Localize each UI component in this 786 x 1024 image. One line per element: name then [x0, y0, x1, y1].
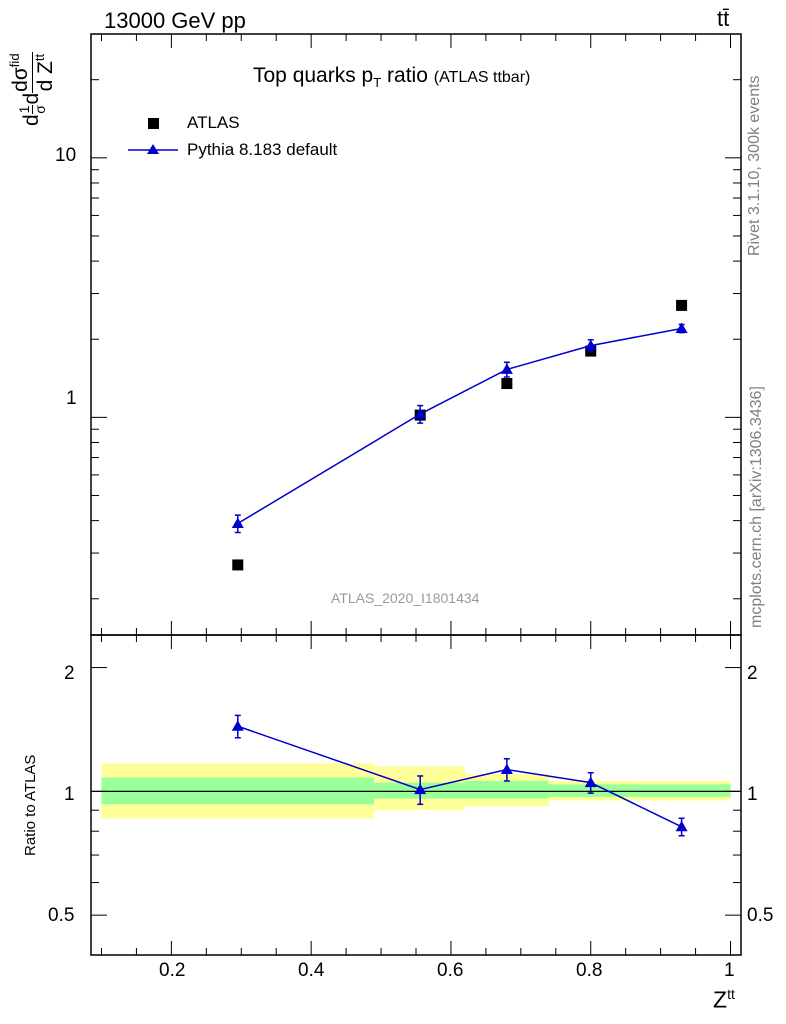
atlas-point-4 — [676, 299, 688, 311]
main-y-axis-label: d 1 σ d dσfid d Ztt — [7, 52, 58, 126]
y-ratio-tick-label-1-right: 1 — [747, 784, 758, 805]
y-ratio-tick-label-2: 2 — [64, 663, 75, 684]
x-tick-label-0.6: 0.6 — [437, 960, 464, 981]
x-axis-label-main: Z — [713, 986, 728, 1013]
ratio-band-inner-4 — [632, 784, 731, 797]
process-label: tt̄ — [717, 6, 730, 31]
y-main-tick-label-1: 1 — [66, 388, 77, 409]
legend-pythia-marker — [147, 144, 159, 154]
x-tick-label-0.4: 0.4 — [298, 960, 325, 981]
y-main-tick-label-10: 10 — [55, 145, 77, 166]
legend — [128, 118, 178, 154]
ratio-y-axis-label: Ratio to ATLAS — [22, 754, 39, 856]
title-main: Top quarks p — [253, 64, 374, 87]
x-tick-label-1: 1 — [724, 960, 735, 981]
ratio-pythia-point-2 — [500, 763, 513, 775]
ratio-panel-frame — [90, 634, 742, 956]
rivet-label: Rivet 3.1.10, 300k events — [746, 75, 763, 256]
x-axis-label: Ztt — [713, 986, 735, 1014]
pythia-line — [237, 327, 682, 525]
title-subscript: T — [373, 75, 382, 91]
title-small: (ATLAS ttbar) — [433, 69, 531, 86]
pythia-point-1 — [414, 408, 427, 419]
ratio-pythia-point-4 — [675, 820, 688, 832]
ratio-pythia-point-1 — [414, 783, 427, 795]
x-axis-label-sup: tt — [727, 986, 735, 1002]
main-panel-series — [231, 299, 688, 571]
atlas-point-2 — [501, 378, 513, 390]
y-ratio-tick-label-1: 1 — [64, 784, 75, 805]
pythia-point-0 — [231, 517, 244, 528]
legend-atlas-marker — [148, 118, 159, 129]
x-tick-label-0.2: 0.2 — [159, 960, 186, 981]
y-ratio-tick-label-0.5: 0.5 — [48, 905, 75, 926]
y-ratio-tick-label-2-right: 2 — [747, 663, 758, 684]
x-tick-label-0.8: 0.8 — [576, 960, 603, 981]
ratio-pythia-point-0 — [231, 720, 244, 731]
pythia-point-4 — [675, 322, 688, 333]
pythia-point-2 — [500, 363, 513, 374]
plot-title: Top quarks pT ratio (ATLAS ttbar) — [253, 64, 530, 90]
y-ratio-tick-label-0.5-right: 0.5 — [747, 905, 774, 926]
pythia-point-3 — [584, 339, 597, 351]
atlas-point-0 — [232, 559, 244, 571]
title-rest: ratio — [381, 64, 428, 87]
ratio-band-inner-2 — [464, 780, 549, 799]
energy-label: 13000 GeV pp — [104, 8, 246, 33]
ratio-panel-series — [231, 714, 688, 837]
legend-pythia-label: Pythia 8.183 default — [187, 140, 338, 159]
ratio-pythia-point-3 — [584, 776, 597, 788]
legend-atlas-label: ATLAS — [187, 113, 240, 132]
mcplots-label: mcplots.cern.ch [arXiv:1306.3436] — [748, 386, 765, 628]
analysis-label: ATLAS_2020_I1801434 — [331, 590, 480, 606]
